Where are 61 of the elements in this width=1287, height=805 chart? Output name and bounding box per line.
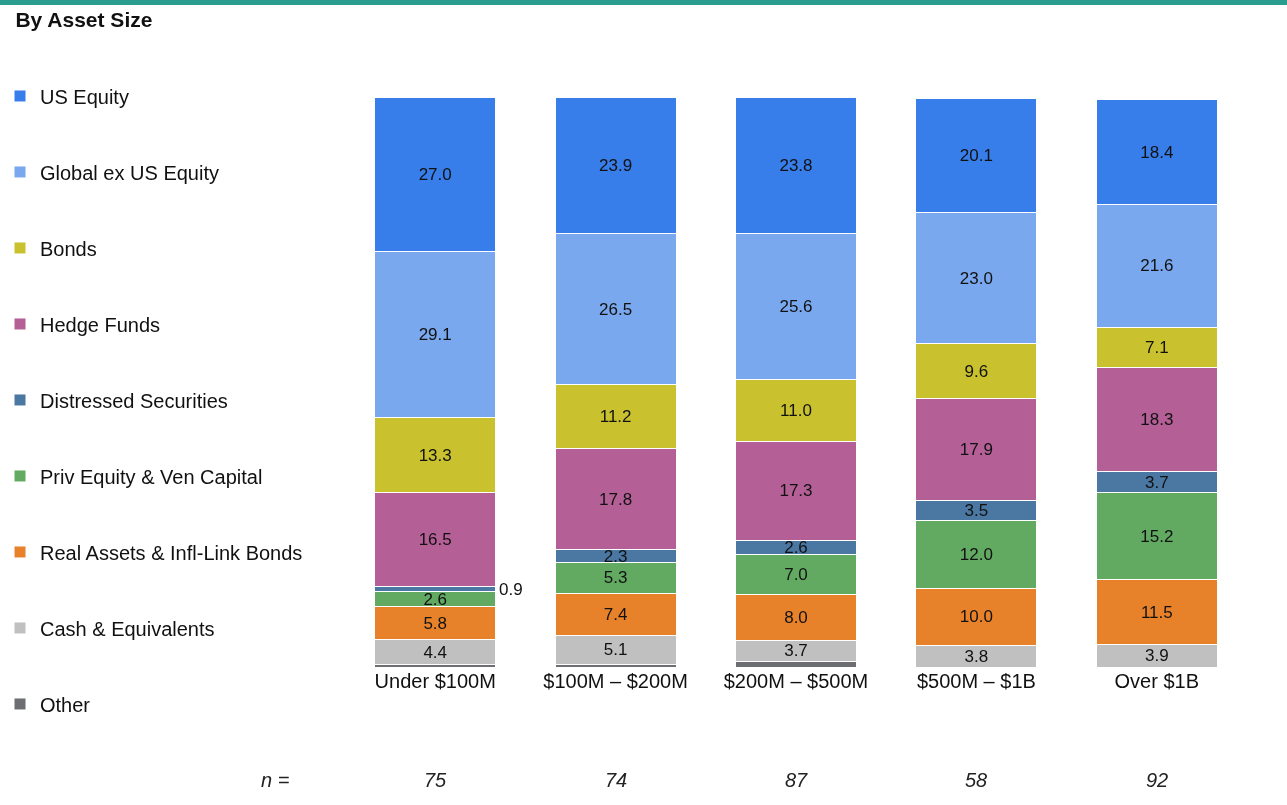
- data-label: 12.0: [959, 544, 993, 564]
- data-label: 27.0: [418, 165, 452, 185]
- legend-label: US Equity: [40, 85, 129, 108]
- data-label: 5.3: [603, 568, 628, 588]
- data-label: 3.9: [1144, 646, 1169, 666]
- text: 74: [605, 769, 628, 791]
- data-label: 11.5: [1140, 602, 1173, 622]
- data-label: 3.7: [784, 641, 808, 661]
- x-tick-label: Under $100M: [374, 670, 496, 692]
- x-tick-label: $500M – $1B: [916, 670, 1036, 692]
- text: 87: [785, 769, 809, 791]
- data-label: 13.3: [418, 445, 452, 465]
- text: 58: [965, 769, 988, 791]
- legend-label: Bonds: [40, 237, 97, 260]
- x-tick-label: $200M – $500M: [723, 670, 869, 692]
- x-tick-label: $100M – $200M: [543, 670, 688, 692]
- data-label: 3.5: [964, 500, 989, 520]
- data-label: 18.3: [1140, 410, 1174, 430]
- data-label: 2.6: [423, 589, 448, 609]
- data-label: 17.9: [959, 439, 993, 459]
- data-label: 7.0: [784, 565, 808, 585]
- data-label: 11.0: [780, 400, 812, 420]
- legend-label: Priv Equity & Ven Capital: [40, 465, 263, 488]
- data-label: 11.2: [599, 407, 632, 427]
- text: n =: [261, 769, 290, 791]
- data-label: 21.6: [1140, 256, 1174, 276]
- data-label: 3.8: [964, 646, 989, 666]
- data-label: 5.8: [423, 613, 448, 633]
- data-label: 16.5: [418, 530, 452, 550]
- legend-label: Real Assets & Infl-Link Bonds: [40, 541, 303, 564]
- data-label: 26.5: [599, 299, 633, 319]
- text: 75: [424, 769, 448, 791]
- data-label: 9.6: [964, 361, 989, 381]
- text: 92: [1146, 769, 1169, 791]
- data-label: 23.8: [779, 156, 813, 176]
- data-label: 5.1: [603, 640, 628, 660]
- data-label: 17.8: [599, 489, 633, 509]
- data-label: 3.7: [1144, 472, 1169, 492]
- data-label: 2.6: [784, 538, 808, 557]
- data-label: 20.1: [959, 146, 993, 166]
- data-label: 7.1: [1144, 337, 1169, 357]
- legend-label: Global ex US Equity: [40, 161, 219, 184]
- data-label: 8.0: [784, 607, 808, 627]
- data-label: 23.9: [599, 156, 633, 176]
- data-label: 23.0: [959, 268, 993, 288]
- legend-label: Cash & Equivalents: [40, 617, 215, 640]
- x-tick-label: Over $1B: [1114, 670, 1200, 692]
- data-label: 7.4: [603, 604, 628, 624]
- data-label: 2.3: [603, 546, 628, 566]
- data-label: 25.6: [779, 296, 813, 316]
- data-label: 29.1: [418, 324, 452, 344]
- legend-label: Other: [40, 693, 91, 716]
- data-label: 10.0: [959, 607, 993, 627]
- legend-label: Hedge Funds: [40, 313, 161, 336]
- text: By Asset Size: [15, 7, 153, 31]
- data-label: 15.2: [1140, 526, 1174, 546]
- legend-label: Distressed Securities: [40, 389, 228, 412]
- data-label: 18.4: [1140, 142, 1174, 162]
- data-label: 4.4: [423, 642, 448, 662]
- data-label: 0.9: [499, 580, 523, 599]
- data-label: 17.3: [779, 481, 813, 501]
